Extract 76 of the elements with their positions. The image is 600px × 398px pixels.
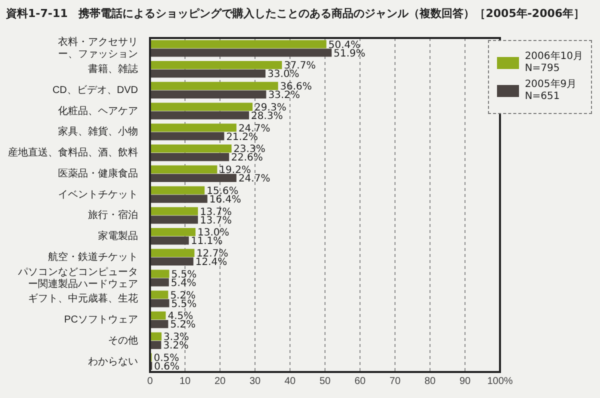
bar xyxy=(150,236,189,245)
y-tick-label: 書籍、雑誌 xyxy=(88,63,138,76)
data-label: 21.2% xyxy=(226,132,258,143)
y-tick-label: CD、ビデオ、DVD xyxy=(52,84,138,96)
x-tick-label: 70 xyxy=(389,376,401,387)
data-label: 16.4% xyxy=(209,194,242,206)
x-tick-label: 20 xyxy=(214,376,226,387)
x-tick-label: 60 xyxy=(354,376,366,387)
y-tick-label: PCソフトウェア xyxy=(64,314,138,326)
bar xyxy=(150,102,253,111)
bar xyxy=(150,207,198,216)
y-tick-label: 旅行・宿泊 xyxy=(88,209,138,222)
y-tick-label: 衣料・アクセサリー、ファッション xyxy=(58,36,138,60)
bar xyxy=(150,186,205,194)
bar xyxy=(150,153,230,162)
data-label: 5.5% xyxy=(171,298,197,310)
y-tick-label: イベントチケット xyxy=(58,189,138,200)
bar xyxy=(150,332,162,340)
y-tick-label: 化粧品、ヘアケア xyxy=(58,104,138,117)
legend-label: 2006年10月 N=795 xyxy=(524,51,583,75)
y-tick-label: パソコンなどコンピューター関連製品ハードウェア xyxy=(17,266,138,290)
bar xyxy=(150,194,208,203)
bar xyxy=(150,278,169,286)
y-tick-label: 産地直送、食料品、酒、飲料 xyxy=(8,146,138,159)
y-tick-label: 航空・鉄道チケット xyxy=(48,250,138,263)
bar xyxy=(150,124,236,132)
bar xyxy=(150,340,162,350)
bar xyxy=(150,174,236,182)
data-label: 5.4% xyxy=(170,278,196,289)
bar xyxy=(150,228,196,236)
x-tick-label: 100% xyxy=(487,376,513,387)
data-label: 51.9% xyxy=(334,48,366,60)
bar xyxy=(150,90,266,99)
x-tick-label: 30 xyxy=(249,376,261,387)
y-tick-label: わからない xyxy=(88,356,138,368)
bar xyxy=(150,257,194,266)
x-tick-label: 0 xyxy=(147,376,154,387)
data-label: 22.6% xyxy=(231,152,263,164)
bar xyxy=(150,132,224,140)
x-tick-label: 10 xyxy=(179,376,191,387)
y-tick-label: 家具、雑貨、小物 xyxy=(58,126,138,138)
y-tick-label: 家電製品 xyxy=(98,230,138,242)
bar xyxy=(150,82,278,90)
bar xyxy=(150,144,232,153)
x-tick-label: 90 xyxy=(459,376,471,387)
data-label: 13.7% xyxy=(200,215,232,226)
x-tick-label: 40 xyxy=(284,376,296,387)
data-label: 11.1% xyxy=(190,236,223,248)
bar xyxy=(150,299,170,308)
data-label: 33.0% xyxy=(268,69,300,80)
bar xyxy=(150,70,266,78)
y-tick-label: 医薬品・健康食品 xyxy=(58,167,138,180)
chart-title: 資料1-7-11 携帯電話によるショッピングで購入したことのある商品のジャンル（複数回答）［2005年-2006年］ xyxy=(6,6,585,21)
legend-label: 2005年9月 N=651 xyxy=(524,79,577,103)
bar xyxy=(150,48,332,57)
y-tick-label: ギフト、中元歳暮、生花 xyxy=(28,292,138,305)
data-label: 12.4% xyxy=(195,257,228,268)
bar xyxy=(150,165,218,174)
bar xyxy=(150,320,168,328)
bar xyxy=(150,311,166,320)
data-label: 33.2% xyxy=(268,90,300,102)
data-label: 5.2% xyxy=(170,320,196,331)
data-label: 28.3% xyxy=(251,110,283,122)
bar xyxy=(150,270,170,278)
bar xyxy=(150,290,168,299)
bar xyxy=(150,248,194,257)
y-tick-label: その他 xyxy=(108,334,138,346)
x-tick-label: 50 xyxy=(319,376,331,387)
data-label: 24.7% xyxy=(238,174,270,185)
bar xyxy=(150,216,198,224)
bar xyxy=(150,60,282,70)
bar xyxy=(150,40,326,48)
data-label: 0.6% xyxy=(154,361,180,372)
bar xyxy=(150,111,250,120)
x-tick-label: 80 xyxy=(424,376,436,387)
data-label: 3.2% xyxy=(163,340,189,352)
